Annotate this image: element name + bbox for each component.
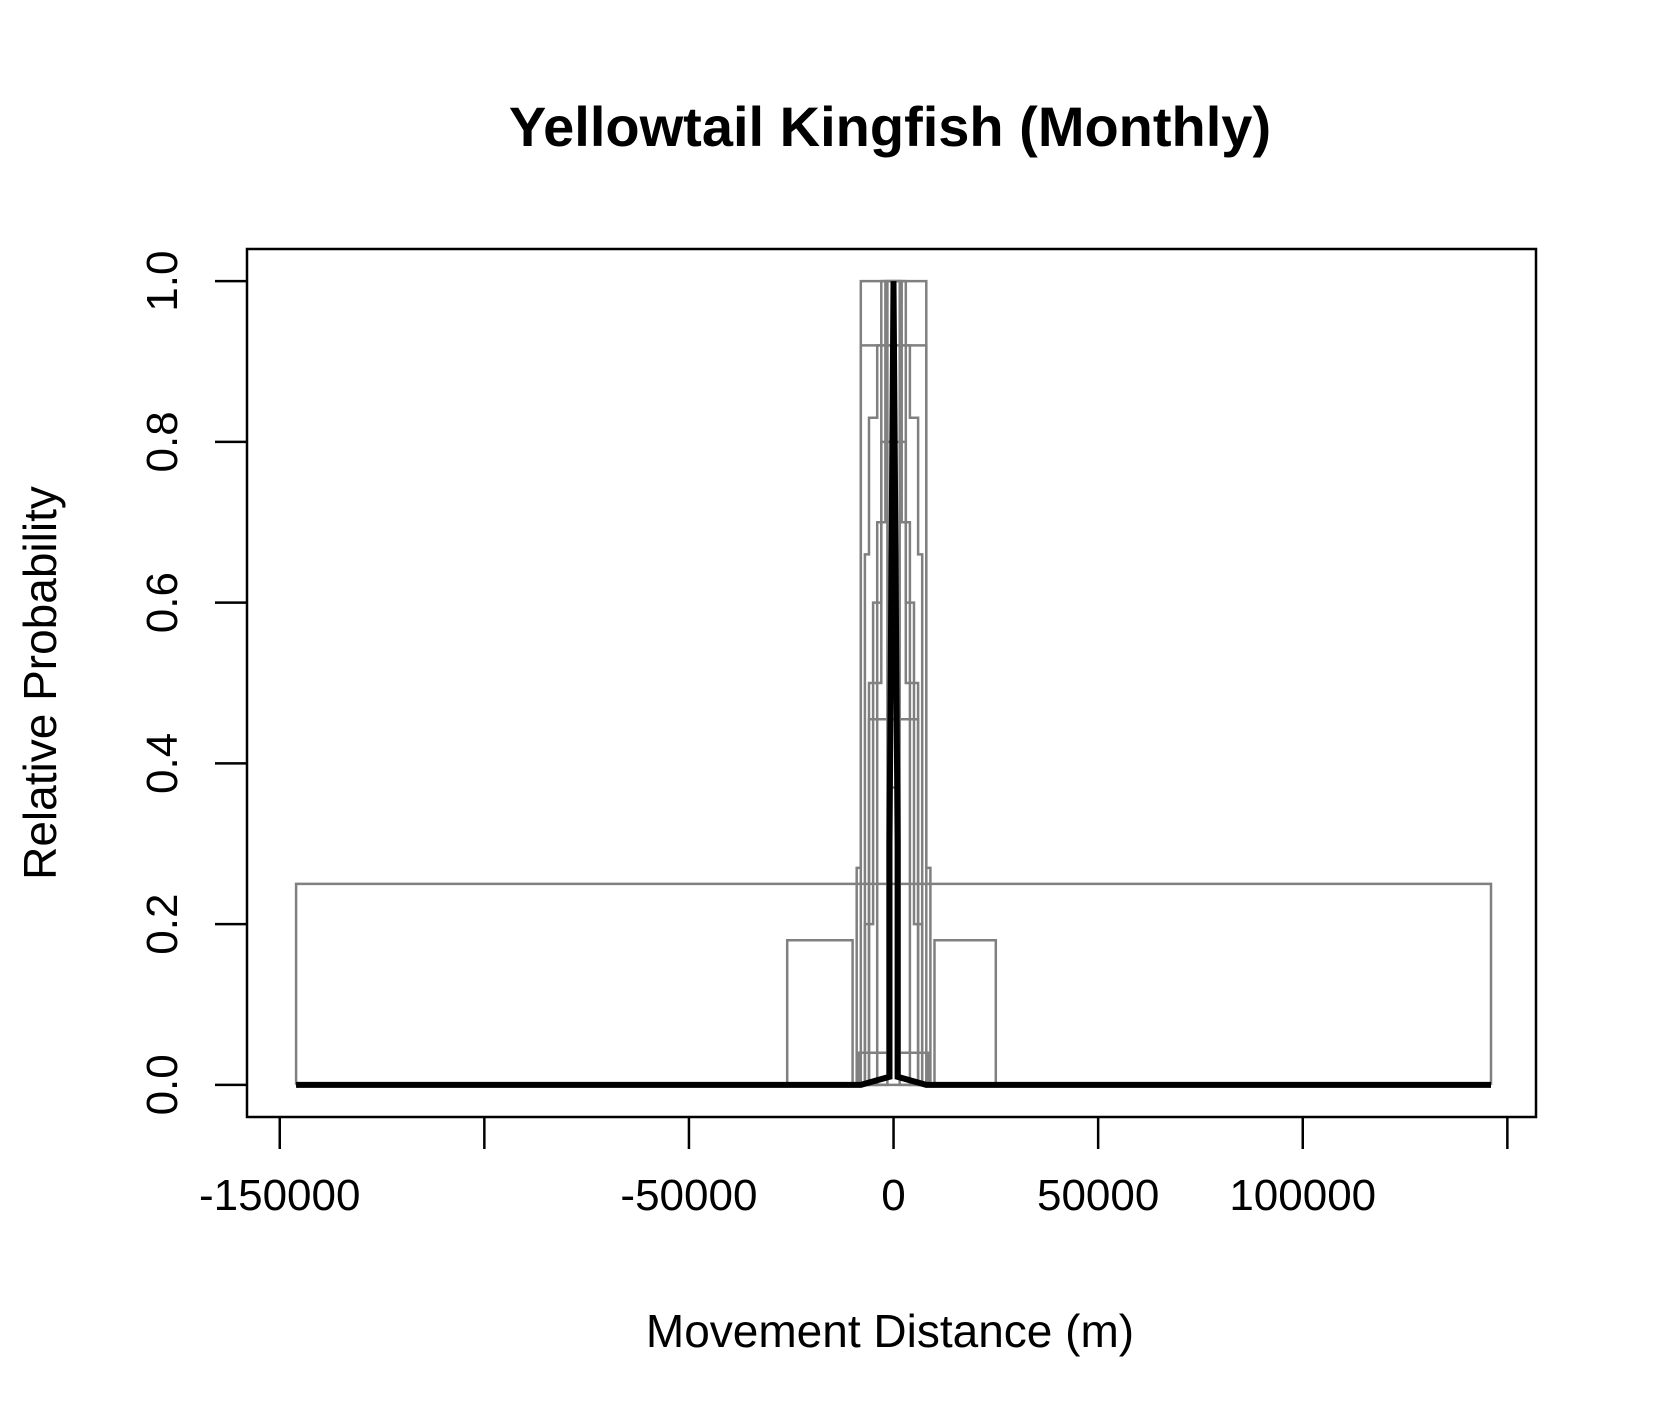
series-line-2 — [296, 938, 1491, 1087]
plot-frame — [245, 247, 1538, 1119]
y-tick-label: 0.6 — [138, 572, 187, 633]
x-axis: -150000 -50000 0 50000 100000 — [199, 1117, 1509, 1220]
series-line-11 — [296, 786, 1491, 1087]
x-tick-label: -50000 — [620, 1171, 757, 1220]
y-tick-label: 0.8 — [138, 411, 187, 472]
mean-series-line — [296, 281, 1491, 1088]
y-ticks: 0.0 0.2 0.4 0.6 0.8 1.0 — [138, 251, 247, 1115]
x-tick-label: 50000 — [1037, 1171, 1159, 1220]
y-axis: 0.0 0.2 0.4 0.6 0.8 1.0 — [138, 251, 247, 1115]
y-tick-label: 0.0 — [138, 1054, 187, 1115]
x-ticks: -150000 -50000 0 50000 100000 — [199, 1117, 1509, 1220]
chart-title: Yellowtail Kingfish (Monthly) — [509, 95, 1271, 158]
y-tick-label: 0.2 — [138, 894, 187, 955]
y-tick-label: 1.0 — [138, 251, 187, 312]
x-tick-label: 0 — [881, 1171, 905, 1220]
x-tick-label: 100000 — [1229, 1171, 1376, 1220]
y-tick-label: 0.4 — [138, 733, 187, 794]
series-group — [294, 279, 1493, 1088]
x-axis-label: Movement Distance (m) — [646, 1305, 1134, 1357]
series-line-1 — [294, 882, 1493, 1085]
y-axis-label: Relative Probability — [14, 486, 66, 880]
x-tick-label: -150000 — [199, 1171, 360, 1220]
